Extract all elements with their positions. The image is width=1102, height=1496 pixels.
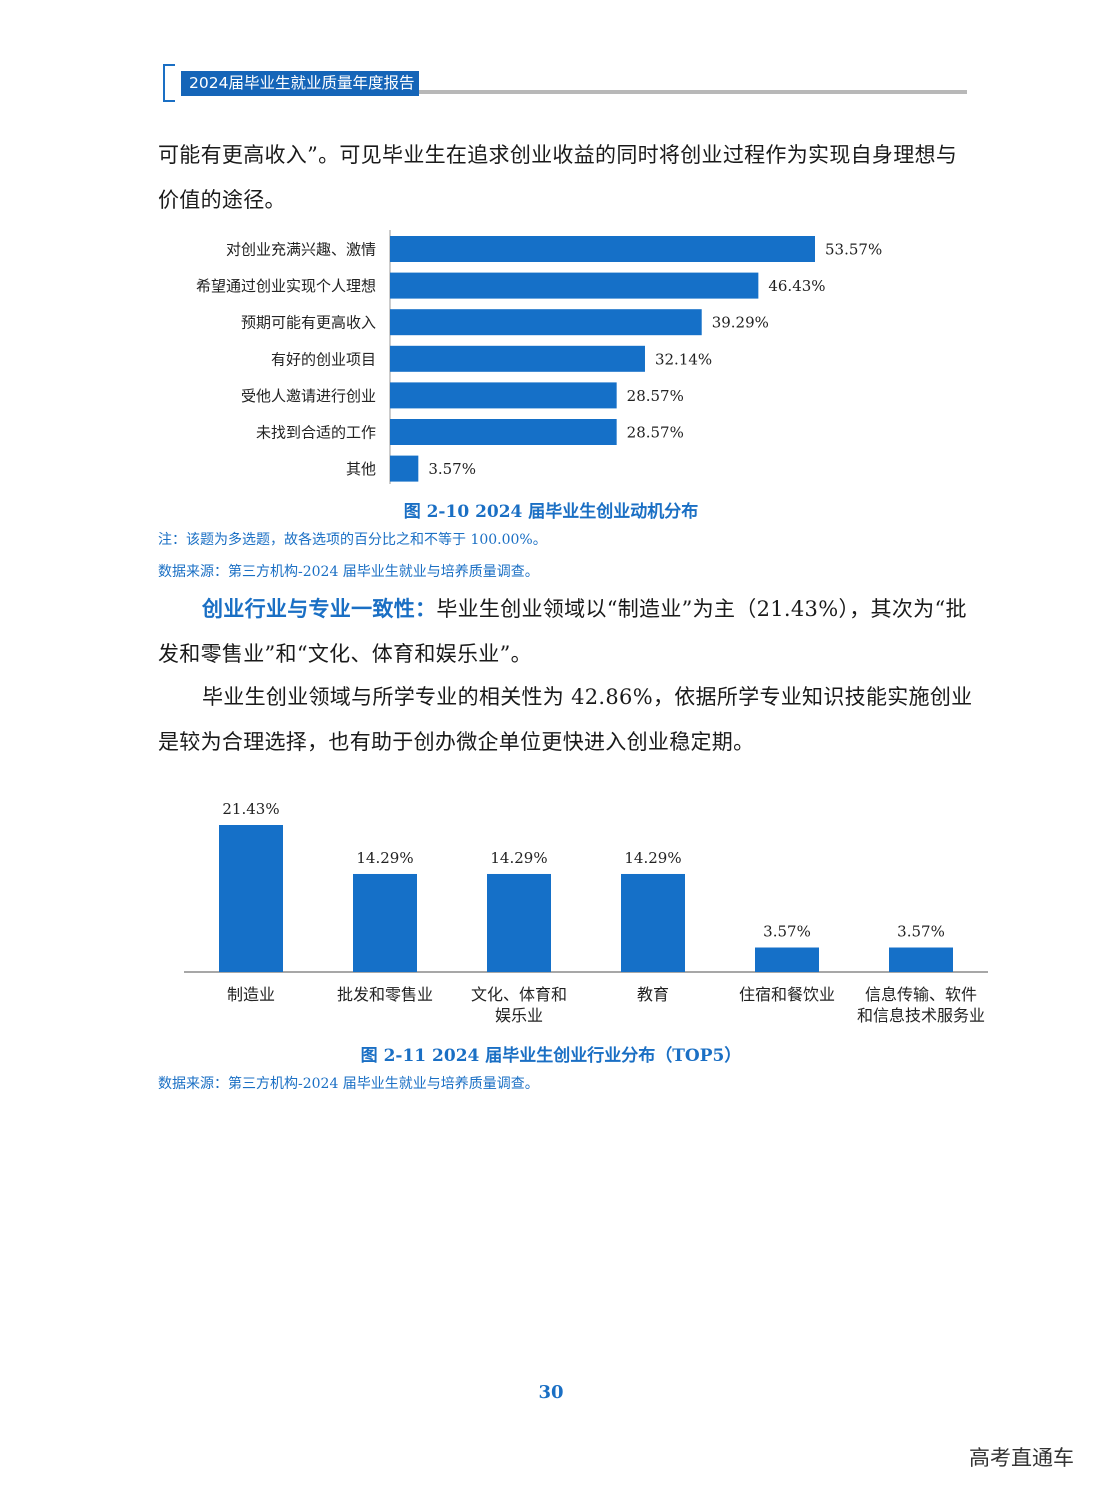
chart2-bar xyxy=(487,873,551,972)
chart1-category-label: 受他人邀请进行创业 xyxy=(241,387,376,405)
chart1-data-label: 39.29% xyxy=(712,314,769,332)
chart1-data-label: 46.43% xyxy=(768,277,825,295)
chart2-category-label: 制造业 xyxy=(227,985,275,1004)
chart2-data-label: 14.29% xyxy=(490,849,547,867)
chart1-category-label: 其他 xyxy=(346,460,376,478)
chart2-data-label: 21.43% xyxy=(222,800,279,818)
chart1-category-label: 对创业充满兴趣、激情 xyxy=(226,241,376,259)
chart1-category-label: 希望通过创业实现个人理想 xyxy=(196,277,376,295)
figure-2-10-note: 注：该题为多选题，故各选项的百分比之和不等于 100.00%。 xyxy=(158,532,547,548)
chart1-bar xyxy=(390,309,702,336)
chart2-category-label: 文化、体育和 xyxy=(471,985,567,1004)
chart1-data-label: 53.57% xyxy=(825,241,882,259)
chart2-bar xyxy=(889,947,953,972)
header-bracket xyxy=(163,64,175,102)
paragraph-3: 毕业生创业领域与所学专业的相关性为 42.86%，依据所学专业知识技能实施创业是… xyxy=(158,685,973,754)
paragraph-2: 创业行业与专业一致性：毕业生创业领域以“制造业”为主（21.43%），其次为“批… xyxy=(158,586,974,677)
figure-2-10-title: 图 2-10 2024 届毕业生创业动机分布 xyxy=(403,502,699,522)
paragraph-2-heading: 创业行业与专业一致性： xyxy=(202,596,437,621)
watermark: 高考直通车 xyxy=(969,1446,1074,1470)
chart1-bar xyxy=(390,419,617,445)
chart2-data-label: 14.29% xyxy=(624,849,681,867)
chart2-data-label: 3.57% xyxy=(763,923,811,941)
figure-2-11-title: 图 2-11 2024 届毕业生创业行业分布（TOP5） xyxy=(360,1046,742,1066)
chart1-bar xyxy=(390,345,645,372)
header-title: 2024届毕业生就业质量年度报告 xyxy=(181,71,419,96)
chart1-data-label: 28.57% xyxy=(627,387,684,405)
chart1-category-label: 未找到合适的工作 xyxy=(256,424,376,442)
chart2-category-label: 信息传输、软件 xyxy=(865,985,977,1004)
chart1-data-label: 3.57% xyxy=(428,460,476,478)
paragraph-1: 可能有更高收入”。可见毕业生在追求创业收益的同时将创业过程作为实现自身理想与价值… xyxy=(158,143,958,212)
chart2-data-label: 3.57% xyxy=(897,923,945,941)
chart1-data-label: 32.14% xyxy=(655,350,712,368)
chart2-category-label: 教育 xyxy=(637,985,669,1004)
chart2-category-label: 批发和零售业 xyxy=(337,985,433,1004)
chart1-bar xyxy=(390,382,617,409)
header-rule xyxy=(419,90,967,94)
chart1-bar xyxy=(390,455,419,482)
chart2-bar xyxy=(755,947,819,972)
chart1-category-label: 预期可能有更高收入 xyxy=(241,314,376,332)
chart1-bar xyxy=(390,236,815,262)
chart1-data-label: 28.57% xyxy=(627,424,684,442)
chart2-bar xyxy=(353,873,417,972)
chart1-bar xyxy=(390,272,759,299)
chart1-category-label: 有好的创业项目 xyxy=(271,350,376,368)
chart2-bar xyxy=(621,873,685,972)
chart2-category-label: 住宿和餐饮业 xyxy=(739,985,835,1004)
page-number: 30 xyxy=(538,1382,564,1403)
figure-2-10-source: 数据来源：第三方机构-2024 届毕业生就业与培养质量调查。 xyxy=(158,564,539,580)
paragraph-2-body: 毕业生创业领域以“制造业”为主（21.43%），其次为“批发和零售业”和“文化、… xyxy=(158,597,967,666)
chart2-category-label: 和信息技术服务业 xyxy=(857,1006,985,1025)
chart2-data-label: 14.29% xyxy=(356,849,413,867)
figure-2-11-source: 数据来源：第三方机构-2024 届毕业生就业与培养质量调查。 xyxy=(158,1076,539,1092)
chart2-bar xyxy=(219,825,283,972)
chart2-category-label: 娱乐业 xyxy=(495,1006,543,1025)
